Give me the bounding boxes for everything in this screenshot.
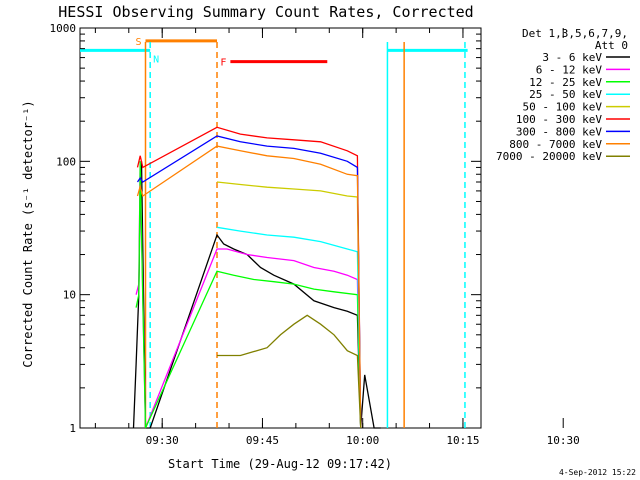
legend-label: 100 - 300 keV: [516, 113, 602, 126]
legend-header-attenuator: Att 0: [595, 39, 628, 52]
vertical-markers: [144, 42, 466, 428]
x-tick-label: 10:00: [346, 434, 379, 447]
y-tick-label: 10: [63, 289, 76, 302]
y-tick-label: 1: [69, 422, 76, 435]
series-line: [216, 226, 362, 429]
x-tick-label: 10:15: [446, 434, 479, 447]
flag-label: F: [220, 58, 226, 69]
series-line: [136, 135, 362, 429]
x-axis-label: Start Time (29-Aug-12 09:17:42): [168, 457, 392, 471]
legend-label: 6 - 12 keV: [536, 63, 603, 76]
x-tick-label: 09:30: [146, 434, 179, 447]
timestamp: 4-Sep-2012 15:22: [559, 468, 636, 477]
legend-label: 25 - 50 keV: [529, 88, 602, 101]
x-tick-label: 10:30: [547, 434, 580, 447]
series-line: [217, 314, 362, 429]
chart-title: HESSI Observing Summary Count Rates, Cor…: [58, 3, 473, 21]
y-axis-ticks: 1 10 100 1000: [50, 22, 481, 435]
flag-lines: S N F: [80, 37, 468, 69]
series-lines: [132, 126, 381, 429]
plot-area: [79, 27, 482, 429]
legend-label: 300 - 800 keV: [516, 125, 602, 138]
series-line: [136, 145, 362, 429]
series-line: [135, 161, 362, 429]
y-axis-label: Corrected Count Rate (s⁻¹ detector⁻¹): [21, 100, 35, 367]
legend-header-detectors: Det 1,3,5,6,7,9,: [522, 27, 628, 40]
legend-label: 12 - 25 keV: [529, 76, 602, 89]
series-line: [136, 126, 362, 429]
y-tick-label: 1000: [50, 22, 77, 35]
series-line: [216, 181, 362, 429]
series-line: [135, 161, 362, 429]
x-tick-label: 09:45: [246, 434, 279, 447]
flag-label: N: [153, 54, 159, 65]
plot-frame: [79, 27, 482, 429]
legend-label: 800 - 7000 keV: [509, 138, 602, 151]
flag-label: S: [135, 37, 141, 48]
legend-label: 50 - 100 keV: [523, 101, 603, 114]
series-line: [132, 161, 381, 429]
y-tick-label: 100: [56, 155, 76, 168]
legend-label: 7000 - 20000 keV: [496, 150, 602, 163]
legend-label: 3 - 6 keV: [542, 51, 602, 64]
